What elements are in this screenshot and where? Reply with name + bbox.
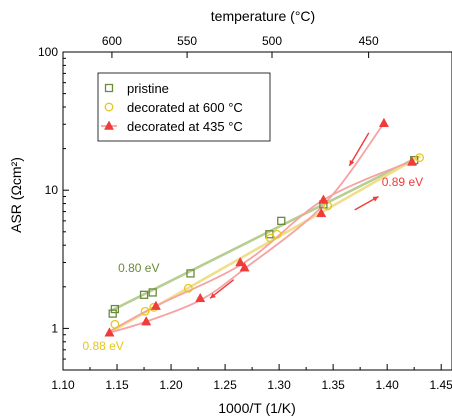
decorated-600-point	[323, 201, 333, 211]
annotations-layer: 0.80 eV 0.88 eV 0.89 eV	[82, 175, 423, 353]
x-tick-label: 1.45	[430, 378, 452, 392]
decorated-600-point	[266, 233, 275, 243]
y-tick-label: 10	[45, 183, 59, 197]
legend-label: decorated at 600 °C	[127, 100, 243, 115]
legend-marker	[104, 83, 114, 93]
decorated-600-point	[272, 229, 282, 239]
decorated-435-point	[195, 292, 206, 303]
x-tick-label: 1.40	[375, 378, 399, 392]
y-tick-label: 1	[51, 321, 58, 335]
top-axis-title: temperature (°C)	[211, 8, 315, 24]
decorated-600-point	[140, 306, 150, 316]
decorated-435-point	[141, 316, 152, 326]
activation-energy-label: 0.89 eV	[382, 175, 423, 189]
x-tick-label: 1.25	[213, 378, 237, 392]
ticks-layer: 1.10 1.15 1.20 1.25 1.30 1.35 1.40 1.45 1 10 100 60…	[38, 34, 452, 392]
decorated-435-point	[239, 262, 250, 272]
pristine-point	[139, 290, 149, 299]
direction-arrow-shaft	[348, 132, 370, 167]
legend-marker	[104, 102, 114, 112]
decorated-435-point	[378, 117, 389, 128]
y-tick-label: 100	[38, 45, 58, 59]
top-tick-label: 600	[102, 34, 122, 48]
activation-energy-label: 0.80 eV	[118, 261, 159, 275]
decorated-600-point	[415, 153, 425, 163]
decorated-435-point	[316, 207, 327, 218]
decorated-435-curve-1	[109, 122, 385, 334]
markers-layer	[104, 117, 425, 337]
top-tick-label: 450	[359, 34, 379, 48]
x-tick-label: 1.30	[267, 378, 291, 392]
direction-arrow-head	[349, 159, 355, 166]
x-tick-label: 1.20	[159, 378, 183, 392]
top-tick-label: 500	[262, 34, 282, 48]
legend-label: decorated at 435 °C	[127, 119, 243, 134]
decorated-435-point	[318, 194, 329, 204]
decorated-600-point	[110, 319, 120, 329]
x-axis-title: 1000/T (1/K)	[218, 400, 296, 416]
legend: pristine decorated at 600 °C decorated at …	[97, 72, 271, 142]
plot-frame	[62, 51, 452, 371]
top-tick-label: 550	[177, 34, 197, 48]
decorated-435-curve-2	[109, 160, 413, 333]
pristine-point	[108, 309, 117, 318]
decorated-435-point	[235, 256, 246, 267]
decorated-435-point	[104, 327, 115, 337]
legend-marker	[103, 120, 115, 130]
pristine-point	[110, 304, 120, 314]
pristine-point	[186, 269, 195, 278]
decorated-600-point	[183, 283, 193, 293]
x-tick-label: 1.10	[51, 378, 75, 392]
activation-energy-label: 0.88 eV	[82, 339, 123, 353]
x-tick-label: 1.35	[321, 378, 345, 392]
arrows-layer	[209, 132, 379, 299]
y-axis-title: ASR (Ωcm²)	[8, 157, 24, 233]
pristine-point	[277, 216, 286, 226]
legend-box	[97, 72, 271, 142]
legend-label: pristine	[127, 81, 169, 96]
plot-area: 1.10 1.15 1.20 1.25 1.30 1.35 1.40 1.45 1 10 100 60…	[38, 34, 452, 392]
x-tick-label: 1.15	[105, 378, 129, 392]
decorated-435-point	[406, 156, 418, 166]
direction-arrow-head	[209, 292, 216, 299]
direction-arrow-head	[372, 196, 379, 202]
pristine-point	[148, 288, 157, 297]
decorated-435-point	[150, 300, 161, 310]
pristine-fit-line	[111, 157, 416, 312]
